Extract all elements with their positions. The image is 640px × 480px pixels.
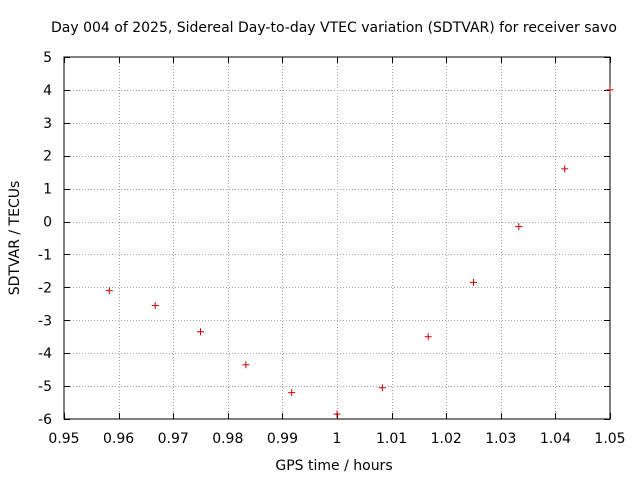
chart-title: Day 004 of 2025, Sidereal Day-to-day VTE…: [51, 20, 617, 36]
data-point: [288, 389, 296, 397]
data-point: [470, 278, 477, 286]
data-point: [561, 165, 569, 173]
y-tick-label: 4: [43, 83, 52, 99]
grid-lines: [64, 57, 610, 419]
data-point: [606, 86, 614, 94]
x-tick-label: 1.03: [485, 431, 516, 447]
x-tick-label: 1.02: [431, 431, 462, 447]
x-tick-label: 0.97: [158, 431, 189, 447]
y-tick-label: 3: [43, 116, 52, 132]
data-point: [333, 410, 341, 418]
x-tick-label: 1.01: [376, 431, 407, 447]
x-tick-label: 0.98: [212, 431, 243, 447]
x-axis-label: GPS time / hours: [275, 458, 392, 474]
y-tick-label: -1: [38, 247, 52, 263]
x-tick-label: 1.05: [594, 431, 625, 447]
x-tick-labels: 0.95 0.96 0.97 0.98 0.99 1 1.01 1.02 1.03 1.04 1.0…: [48, 431, 625, 447]
data-point: [378, 384, 386, 392]
data-point: [424, 333, 432, 341]
x-tick-label: 0.99: [267, 431, 298, 447]
y-tick-label: 1: [43, 182, 52, 198]
y-tick-label: -3: [38, 313, 52, 329]
y-tick-label: -5: [38, 379, 52, 395]
y-tick-label: -2: [38, 280, 52, 296]
y-tick-label: -4: [38, 346, 52, 362]
y-tick-label: 0: [43, 215, 52, 231]
x-tick-label: 1: [333, 431, 342, 447]
data-points: [105, 86, 614, 418]
x-tick-label: 0.96: [103, 431, 134, 447]
x-tick-label: 0.95: [48, 431, 79, 447]
y-tick-labels: -6 -5 -4 -3 -2 -1 0 1 2 3 4 5: [38, 50, 52, 428]
data-point: [515, 222, 523, 230]
x-tick-label: 1.04: [540, 431, 571, 447]
data-point: [242, 361, 250, 369]
data-point: [197, 328, 204, 336]
y-tick-label: 2: [43, 149, 52, 165]
y-tick-label: 5: [43, 50, 52, 66]
y-axis-label: SDTVAR / TECUs: [7, 181, 23, 296]
y-tick-label: -6: [38, 412, 52, 428]
data-point: [151, 301, 159, 309]
data-point: [105, 287, 113, 295]
